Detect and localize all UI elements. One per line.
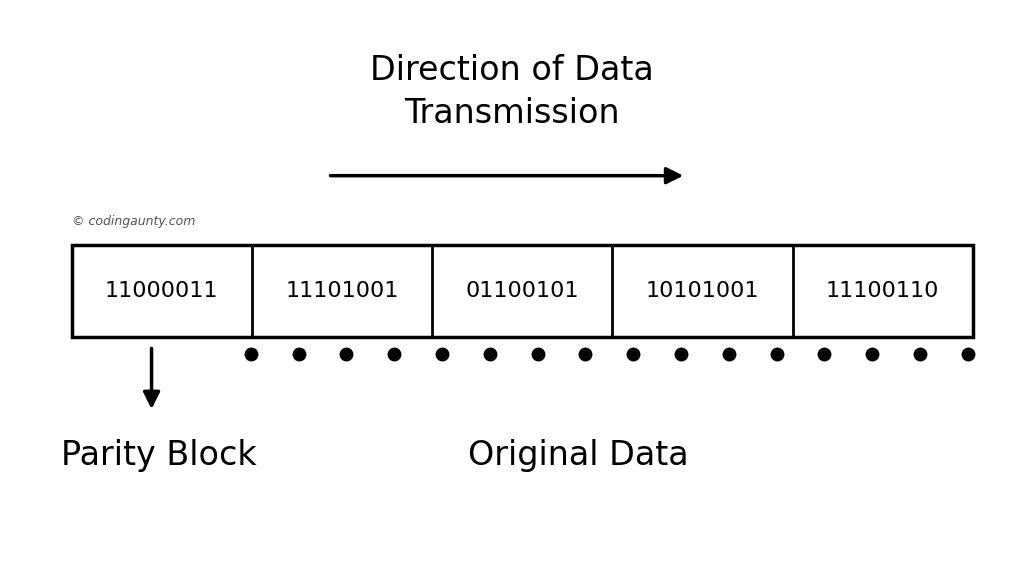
- Text: 11100110: 11100110: [826, 281, 939, 301]
- Text: Direction of Data
Transmission: Direction of Data Transmission: [370, 54, 654, 130]
- Text: 11000011: 11000011: [105, 281, 218, 301]
- Text: 10101001: 10101001: [646, 281, 759, 301]
- Text: 11101001: 11101001: [286, 281, 398, 301]
- Text: © codingaunty.com: © codingaunty.com: [72, 214, 195, 228]
- Bar: [72, 245, 973, 337]
- Text: Parity Block: Parity Block: [60, 438, 257, 472]
- Text: 01100101: 01100101: [466, 281, 579, 301]
- Text: Original Data: Original Data: [468, 438, 689, 472]
